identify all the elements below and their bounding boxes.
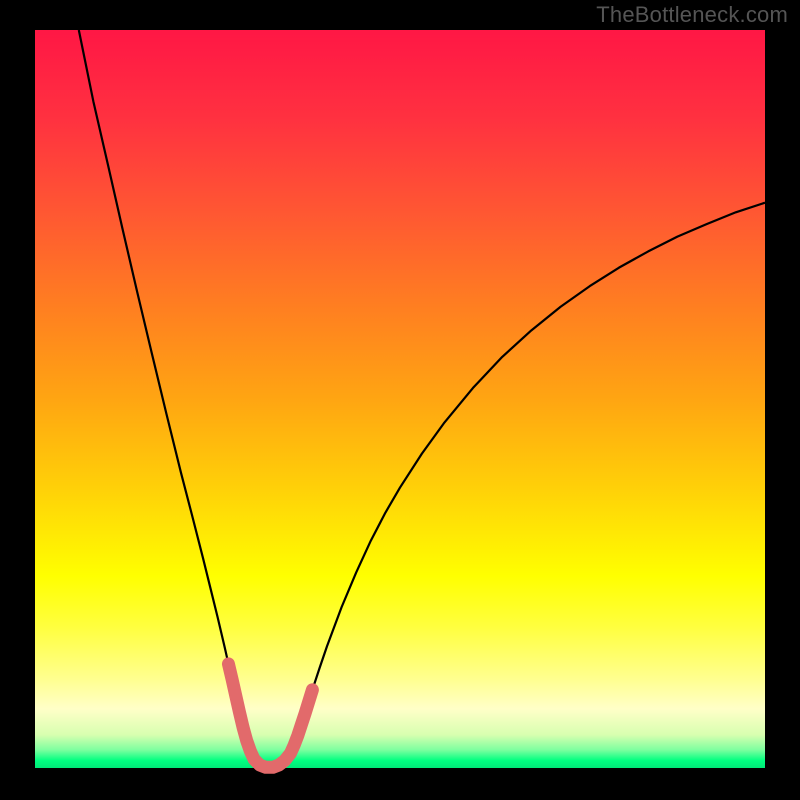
- gradient-background: [35, 30, 765, 768]
- watermark-label: TheBottleneck.com: [596, 2, 788, 28]
- chart-stage: TheBottleneck.com: [0, 0, 800, 800]
- bottleneck-chart: [0, 0, 800, 800]
